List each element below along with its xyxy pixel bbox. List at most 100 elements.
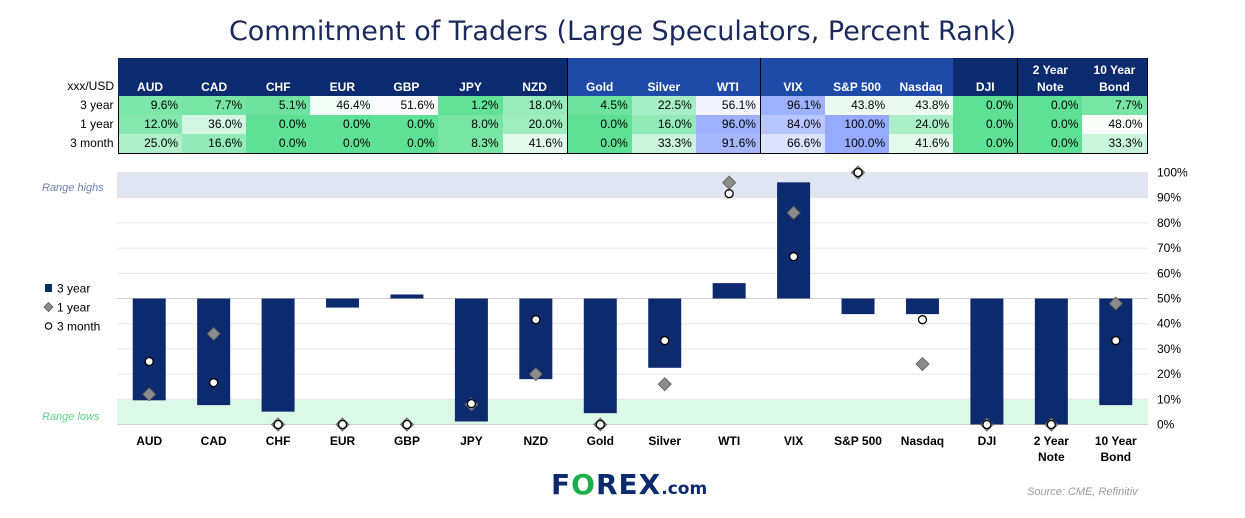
table-header-nzd: NZD	[502, 58, 568, 96]
y-tick-label: 80%	[1157, 216, 1181, 230]
table-cell: 18.0%	[502, 96, 568, 115]
table-cell: 20.0%	[502, 115, 568, 134]
table-header-vix: VIX	[759, 58, 826, 96]
table-header-nasdaq: Nasdaq	[889, 58, 954, 96]
marker-3-month	[209, 378, 219, 388]
table-row-label: 3 year	[80, 98, 114, 112]
y-tick-label: 90%	[1157, 191, 1181, 205]
marker-3-month	[1111, 335, 1121, 346]
table-header-silver: Silver	[631, 58, 696, 96]
y-tick-label: 30%	[1157, 342, 1181, 356]
table-cell: 12.0%	[117, 115, 183, 134]
bar-3-year	[583, 298, 617, 414]
table-row-label: 3 month	[70, 136, 114, 151]
bar-3-year	[197, 298, 231, 406]
marker-3-month	[724, 189, 734, 199]
legend-diamond-swatch	[43, 301, 54, 313]
marker-3-month	[788, 252, 799, 262]
category-label: Silver	[648, 434, 681, 448]
table-row-label: 1 year	[80, 117, 114, 131]
bar-3-year	[326, 298, 360, 308]
table-cell: 0.0%	[374, 115, 439, 134]
table-cell: 0.0%	[1017, 134, 1083, 154]
table-cell: 7.7%	[182, 96, 247, 115]
marker-3-month	[531, 315, 541, 325]
bar-3-year	[648, 298, 682, 368]
category-label: Note	[1038, 450, 1065, 464]
bar-3-year	[132, 298, 166, 401]
marker-1-year	[142, 387, 157, 402]
table-cell: 66.6%	[759, 134, 826, 154]
y-tick-label: 0%	[1157, 418, 1175, 432]
table-cell: 33.3%	[1082, 134, 1148, 154]
table-row: 1 year 12.0% 36.0% 0.0% 0.0% 0.0% 8.0% 20.0% 0.0…	[54, 115, 1148, 134]
marker-3-month	[982, 419, 992, 430]
y-tick-label: 10%	[1157, 392, 1181, 406]
category-label: CHF	[266, 434, 291, 448]
range-band-label: Range highs	[42, 182, 104, 194]
category-label: 10 Year	[1095, 434, 1137, 448]
table-cell: 8.0%	[438, 115, 503, 134]
bar-3-year	[1034, 298, 1068, 425]
table-cell: 0.0%	[953, 115, 1018, 134]
legend-label: 3 year	[57, 282, 90, 296]
table-cell: 9.6%	[117, 96, 183, 115]
table-header-chf: CHF	[246, 58, 311, 96]
marker-3-month	[144, 356, 154, 367]
marker-1-year	[786, 205, 801, 220]
table-header-eur: EUR	[310, 58, 375, 96]
table-cell: 0.0%	[566, 115, 632, 134]
table-cell: 0.0%	[310, 134, 375, 154]
table-cell: 4.5%	[566, 96, 632, 115]
table-cell: 43.8%	[825, 96, 890, 115]
marker-1-year	[915, 356, 930, 372]
table-cell: 16.0%	[631, 115, 696, 134]
table-cell: 8.3%	[438, 134, 503, 154]
marker-3-month	[1046, 419, 1056, 430]
marker-1-year	[206, 326, 221, 341]
marker-3-month	[595, 419, 605, 430]
forex-logo: FOREX.com	[551, 468, 708, 501]
bar-3-year	[519, 298, 553, 380]
table-cell: 0.0%	[310, 115, 375, 134]
marker-1-year	[528, 367, 543, 382]
table-header-10-year-bond: 10 Year Bond	[1082, 58, 1148, 96]
table-cell: 22.5%	[631, 96, 696, 115]
range-band-label: Range lows	[42, 411, 100, 423]
category-label: VIX	[784, 434, 803, 448]
table-header-jpy: JPY	[438, 58, 503, 96]
table-cell: 0.0%	[374, 134, 439, 154]
table-cell: 41.6%	[889, 134, 954, 154]
category-label: WTI	[718, 434, 740, 448]
marker-3-month	[853, 167, 863, 178]
category-label: 2 Year	[1034, 434, 1069, 448]
table-header-gold: Gold	[566, 58, 632, 96]
table-cell: 0.0%	[1017, 115, 1083, 134]
bar-3-year	[390, 294, 424, 299]
table-header-2-year-note: 2 Year Note	[1017, 58, 1083, 96]
table-header-wti: WTI	[695, 58, 761, 96]
table-cell: 0.0%	[953, 96, 1018, 115]
table-cell: 24.0%	[889, 115, 954, 134]
table-cell: 96.1%	[759, 96, 826, 115]
marker-3-month	[660, 335, 670, 346]
category-label: Bond	[1100, 450, 1131, 464]
category-label: JPY	[460, 434, 483, 448]
table-header-s-p-500: S&P 500	[825, 58, 890, 96]
table-cell: 0.0%	[953, 134, 1018, 154]
source-note: Source: CME, Refinitiv	[1027, 486, 1138, 498]
bar-3-year	[1099, 298, 1133, 406]
range-band	[117, 172, 1148, 198]
table-cell: 100.0%	[825, 134, 890, 154]
table-cell: 46.4%	[310, 96, 375, 115]
category-label: AUD	[136, 434, 162, 448]
y-tick-label: 50%	[1157, 292, 1181, 306]
table-cell: 51.6%	[374, 96, 439, 115]
legend-circle-swatch	[44, 322, 53, 330]
table-row: 3 month 25.0% 16.6% 0.0% 0.0% 0.0% 8.3% 41.6% 0.…	[54, 134, 1148, 154]
bar-3-year	[970, 298, 1004, 425]
chart-title: Commitment of Traders (Large Speculators…	[228, 16, 1017, 47]
category-label: Nasdaq	[901, 434, 944, 448]
bar-3-year	[261, 298, 295, 412]
